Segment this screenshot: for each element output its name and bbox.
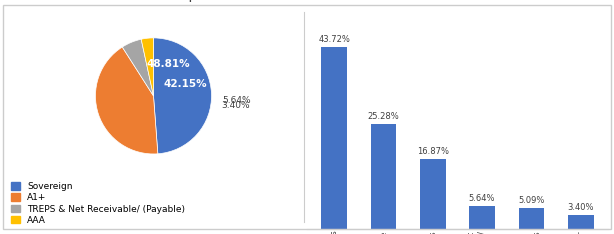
Text: 48.81%: 48.81% [146,59,190,69]
Text: 25.28%: 25.28% [368,112,399,121]
Text: 5.64%: 5.64% [469,194,495,203]
Bar [568,215,594,229]
Text: 5.09%: 5.09% [518,196,545,205]
Title: Sector Allocation: Sector Allocation [398,0,516,2]
Wedge shape [122,39,154,96]
Text: 43.72%: 43.72% [318,35,350,44]
Text: 5.64%: 5.64% [222,96,251,105]
Legend: Sovereign, A1+, TREPS & Net Receivable/ (Payable), AAA: Sovereign, A1+, TREPS & Net Receivable/ … [10,182,185,225]
Text: 3.40%: 3.40% [221,101,250,110]
Wedge shape [95,47,158,154]
Bar [321,48,347,229]
Bar [371,124,396,229]
Wedge shape [154,38,212,154]
Bar [420,159,446,229]
Text: 16.87%: 16.87% [417,147,449,156]
Wedge shape [141,38,154,96]
Text: 3.40%: 3.40% [567,203,594,212]
Title: Debt Portfolio Composition: Debt Portfolio Composition [57,0,244,2]
Bar [519,208,544,229]
Text: 42.15%: 42.15% [163,79,207,89]
Bar [469,206,495,229]
